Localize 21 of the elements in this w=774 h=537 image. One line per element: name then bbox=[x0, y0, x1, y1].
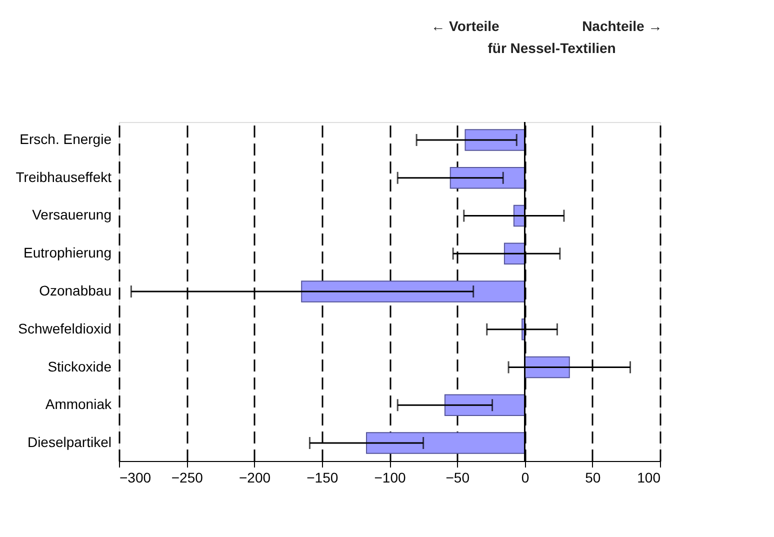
y-tick-label: Versauerung bbox=[32, 206, 112, 223]
x-tick-label: −50 bbox=[446, 470, 470, 486]
text: ← Vorteile bbox=[431, 18, 500, 34]
y-tick-label: Eutrophierung bbox=[24, 244, 112, 261]
x-tick-label: 100 bbox=[637, 470, 661, 486]
x-tick-label: 0 bbox=[521, 470, 530, 486]
text: für Nessel-Textilien bbox=[488, 40, 616, 56]
text: Nachteile → bbox=[582, 18, 662, 34]
x-tick-label: −100 bbox=[374, 470, 406, 486]
x-tick-label: −300 bbox=[120, 470, 152, 486]
x-tick-label: 50 bbox=[585, 470, 601, 486]
x-tick-label: −150 bbox=[306, 470, 338, 486]
x-tick-label: −200 bbox=[238, 470, 271, 486]
x-tick-label: −250 bbox=[171, 470, 204, 486]
y-tick-label: Dieselpartikel bbox=[27, 434, 112, 450]
y-tick-label: Ammoniak bbox=[45, 396, 112, 412]
y-tick-label: Ozonabbau bbox=[39, 282, 112, 298]
y-tick-label: Stickoxide bbox=[48, 358, 112, 374]
y-tick-label: Schwefeldioxid bbox=[18, 320, 112, 336]
y-tick-label: Treibhauseffekt bbox=[16, 168, 112, 185]
y-tick-label: Ersch. Energie bbox=[20, 130, 112, 147]
